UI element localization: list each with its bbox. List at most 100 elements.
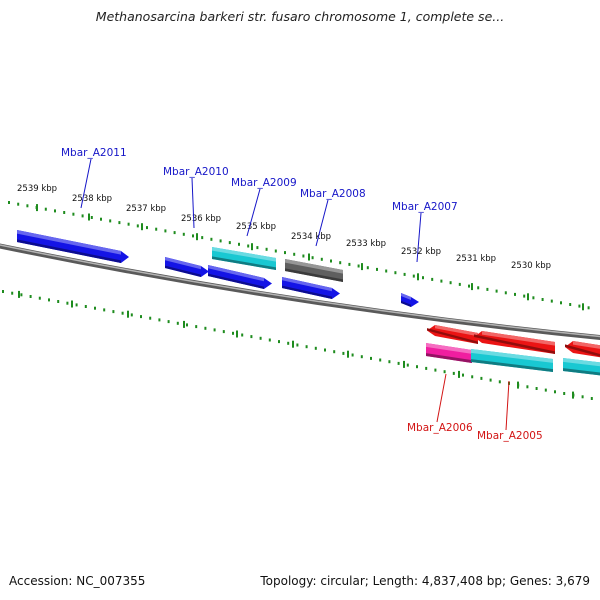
gene-label-leader [80, 158, 92, 209]
outer-ruler-dot [293, 252, 296, 256]
gene-label-leader [246, 188, 261, 237]
outer-ruler-dot [146, 226, 148, 230]
gene-red-2-shadow [474, 334, 555, 354]
inner-ruler-major-tick [458, 370, 460, 378]
inner-ruler-dot [158, 318, 161, 322]
gene-label[interactable]: Mbar_A2008 [300, 188, 366, 200]
outer-ruler-dot [449, 281, 452, 285]
outer-ruler-dot [311, 256, 314, 260]
gene-red-2-highlight [482, 331, 555, 346]
inner-ruler-dot [75, 303, 78, 307]
inner-ruler-dot [370, 356, 372, 360]
outer-ruler-dot [458, 282, 461, 286]
gene-mbar-a2010-upper-highlight [165, 257, 201, 270]
outer-ruler [8, 201, 590, 311]
outer-ruler-dot [238, 242, 240, 246]
inner-ruler-dot [452, 371, 455, 375]
accession-text: Accession: NC_007355 [9, 574, 146, 588]
inner-ruler-dot [554, 390, 556, 394]
outer-ruler-dot [44, 207, 47, 211]
gene-label-leader [315, 199, 329, 247]
gene-cyan-edge-shadow [563, 368, 600, 376]
outer-ruler-dot [569, 303, 572, 306]
inner-ruler-dot [204, 326, 207, 330]
gene-cyan-edge-highlight [563, 358, 600, 367]
inner-ruler-dot [195, 325, 198, 329]
ruler-label: 2539 kbp [17, 184, 57, 194]
gene-labels: Mbar_A2011 Mbar_A2010Mbar_A2009Mbar_A2008… [61, 147, 543, 442]
inner-ruler-dot [213, 328, 216, 332]
inner-ruler-dot [66, 301, 69, 305]
gene-label[interactable]: Mbar_A2005 [477, 430, 543, 442]
inner-ruler-dot [416, 365, 418, 369]
gene-mbar-a2010-upper-shadow [165, 265, 201, 277]
outer-ruler-dot [118, 221, 121, 225]
outer-ruler-dot [339, 261, 342, 265]
outer-ruler-dot [578, 304, 581, 308]
outer-ruler-major-tick [527, 293, 529, 301]
gene-mbar-a2005-shadow [471, 359, 553, 372]
gene-mbar-a2008-blue-shadow [282, 285, 332, 299]
gene-mbar-a2009-highlight [212, 247, 276, 262]
outer-ruler-dot [265, 247, 268, 251]
inner-ruler-major-tick [71, 300, 73, 308]
outer-ruler-dot [26, 204, 29, 208]
gene-label-leader [505, 380, 510, 431]
gene-label-leader [191, 177, 195, 229]
inner-ruler-dot [443, 370, 446, 374]
outer-ruler-dot [376, 267, 378, 271]
inner-ruler-dot [112, 310, 115, 314]
gene-mbar-a2010-lower-shadow [208, 273, 264, 289]
outer-ruler-dot [100, 217, 102, 221]
inner-ruler-major-tick [127, 310, 129, 318]
inner-ruler-dot [489, 378, 492, 382]
gene-label[interactable]: Mbar_A2009 [231, 177, 297, 189]
inner-ruler-dot [176, 321, 179, 325]
inner-ruler-dot [121, 311, 124, 315]
inner-ruler-major-tick [347, 350, 349, 358]
outer-ruler-dot [477, 286, 480, 290]
gene-label[interactable]: Mbar_A2007 [392, 201, 458, 213]
outer-ruler-dot [127, 222, 130, 226]
inner-ruler-dot [103, 308, 106, 312]
gene-label[interactable]: Mbar_A2011 [61, 147, 127, 159]
gene-label[interactable]: Mbar_A2010 [163, 166, 229, 178]
outer-ruler-dot [72, 212, 75, 216]
gene-label[interactable]: Mbar_A2006 [407, 422, 473, 434]
outer-ruler-major-tick [582, 303, 584, 311]
outer-ruler-major-tick [471, 283, 473, 291]
outer-ruler-dot [495, 289, 498, 293]
ruler-label: 2532 kbp [401, 247, 441, 257]
inner-ruler-dot [379, 358, 382, 362]
ruler-label: 2535 kbp [236, 222, 276, 232]
outer-ruler-dot [173, 231, 176, 235]
gene-label-leader [416, 212, 422, 263]
outer-ruler-dot [219, 239, 222, 243]
inner-ruler-dot [590, 397, 593, 400]
inner-ruler-dot [581, 395, 584, 399]
outer-ruler-dot [514, 292, 516, 296]
chromosome-backbone [0, 243, 600, 341]
inner-ruler-dot [296, 343, 299, 347]
outer-ruler-dot [394, 271, 397, 275]
inner-ruler-dot [222, 330, 225, 334]
outer-ruler-major-tick [36, 204, 38, 212]
inner-ruler-dot [360, 355, 363, 359]
gene-red-1-shadow [427, 328, 478, 344]
gene-mbar-a2010-lower-highlight [208, 265, 264, 282]
inner-ruler [2, 290, 593, 400]
gene-mbar-a2008-gray-shadow [285, 268, 343, 282]
inner-ruler-dot [232, 331, 234, 335]
outer-ruler-dot [182, 232, 185, 236]
inner-ruler-dot [29, 295, 32, 298]
inner-ruler-dot [498, 380, 501, 384]
outer-ruler-dot [164, 229, 167, 233]
ruler-label: 2537 kbp [126, 204, 166, 214]
ruler-label: 2536 kbp [181, 214, 221, 224]
map-title: Methanosarcina barkeri str. fusaro chrom… [95, 9, 505, 24]
outer-ruler-dot [357, 264, 360, 268]
inner-ruler-dot [324, 348, 326, 352]
outer-ruler-major-tick [196, 233, 198, 241]
inner-ruler-major-tick [18, 290, 20, 298]
